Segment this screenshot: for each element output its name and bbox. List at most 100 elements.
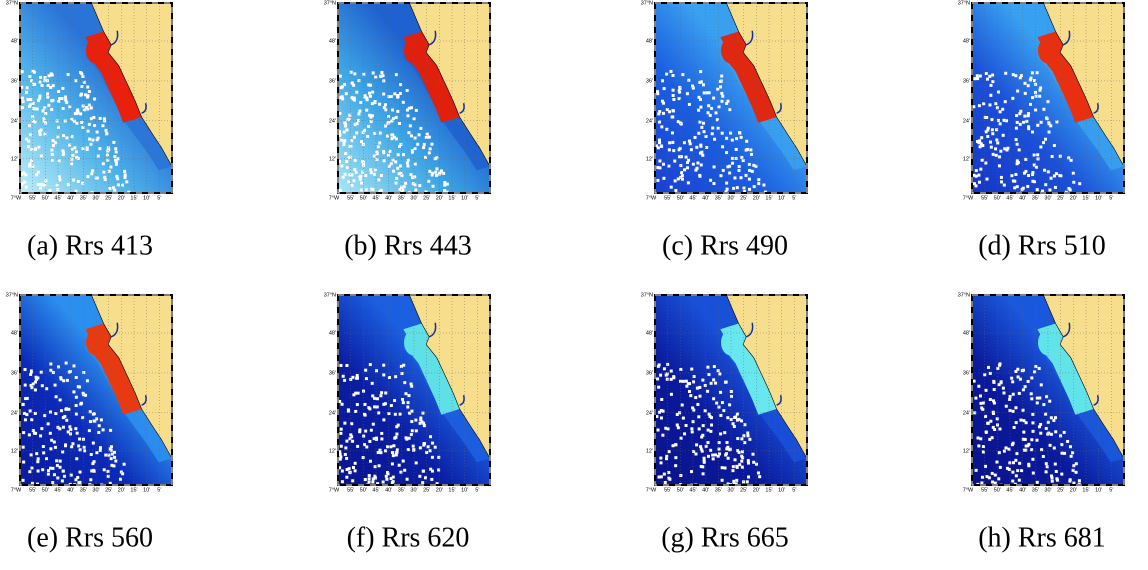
lon-tick-label: 7°W xyxy=(11,195,22,201)
lon-tick-label: 55' xyxy=(29,195,36,201)
lon-tick-label: 7°W xyxy=(963,195,974,201)
lon-tick-label: 25' xyxy=(105,195,112,201)
lon-tick-label: 5' xyxy=(475,195,479,201)
lat-tick-label: 37°N xyxy=(324,0,336,6)
lon-tick-label: 20' xyxy=(118,195,125,201)
lon-tick-label: 10' xyxy=(778,195,785,201)
lat-tick-label: 48' xyxy=(11,38,18,44)
lat-tick-label: 48' xyxy=(646,38,653,44)
map-panel: 37°N 48' 36' 24' 12' 7°W 55' 50' 45' 40' 35' 30' 25'… xyxy=(641,292,808,493)
lon-tick-label: 55' xyxy=(347,195,354,201)
lat-tick-label: 48' xyxy=(329,330,336,336)
lon-tick-label: 55' xyxy=(981,487,988,493)
lat-tick-label: 36' xyxy=(646,370,653,376)
lat-tick-label: 24' xyxy=(646,118,653,124)
lon-tick-label: 20' xyxy=(436,195,443,201)
lon-tick-label: 5' xyxy=(792,487,796,493)
lon-tick-label: 55' xyxy=(29,487,36,493)
river xyxy=(110,30,147,114)
lon-tick-label: 5' xyxy=(157,195,161,201)
map-panel: 37°N 48' 36' 24' 12' 7°W 55' 50' 45' 40' 35' 30' 25'… xyxy=(324,292,491,493)
lon-tick-label: 5' xyxy=(475,487,479,493)
panel-caption: (f) Rrs 620 xyxy=(347,522,470,553)
map-frame-dash xyxy=(337,294,491,486)
panel-caption: (b) Rrs 443 xyxy=(344,230,472,261)
lat-tick-label: 12' xyxy=(11,448,18,454)
lon-tick-label: 50' xyxy=(360,487,367,493)
map-panel: 37°N 48' 36' 24' 12' 7°W 55' 50' 45' 40' 35' 30' 25'… xyxy=(6,292,173,493)
lat-tick-label: 24' xyxy=(329,410,336,416)
estuary-plume xyxy=(404,37,424,64)
estuary-plume xyxy=(1038,37,1058,64)
lon-tick-label: 50' xyxy=(360,195,367,201)
lon-tick-label: 10' xyxy=(143,487,150,493)
lon-tick-label: 40' xyxy=(385,195,392,201)
river xyxy=(745,30,782,114)
lon-tick-label: 15' xyxy=(1082,195,1089,201)
panel-caption: (g) Rrs 665 xyxy=(661,522,789,553)
lon-tick-label: 10' xyxy=(778,487,785,493)
map-frame-dash xyxy=(971,294,1125,486)
map-panel: 37°N 48' 36' 24' 12' 7°W 55' 50' 45' 40' 35' 30' 25'… xyxy=(324,0,491,201)
lat-tick-label: 24' xyxy=(329,118,336,124)
lat-tick-label: 37°N xyxy=(958,0,970,6)
lon-tick-label: 20' xyxy=(1070,487,1077,493)
lon-tick-label: 30' xyxy=(92,487,99,493)
lon-tick-label: 15' xyxy=(1082,487,1089,493)
panel-caption: (e) Rrs 560 xyxy=(27,522,153,553)
lon-tick-label: 25' xyxy=(423,487,430,493)
lat-tick-label: 36' xyxy=(329,78,336,84)
estuary-plume xyxy=(404,329,424,356)
lon-tick-label: 20' xyxy=(118,487,125,493)
lat-tick-label: 48' xyxy=(963,38,970,44)
river xyxy=(110,322,147,406)
lon-tick-label: 15' xyxy=(448,487,455,493)
estuary-plume xyxy=(86,329,106,356)
lon-tick-label: 45' xyxy=(689,487,696,493)
lon-tick-label: 30' xyxy=(1044,195,1051,201)
lon-tick-label: 5' xyxy=(792,195,796,201)
lat-tick-label: 24' xyxy=(11,118,18,124)
lon-tick-label: 35' xyxy=(398,195,405,201)
estuary-plume xyxy=(721,37,741,64)
lon-tick-label: 5' xyxy=(1109,195,1113,201)
map-frame-dash xyxy=(19,2,173,194)
lat-tick-label: 12' xyxy=(646,448,653,454)
lon-tick-label: 7°W xyxy=(963,487,974,493)
lon-tick-label: 10' xyxy=(461,195,468,201)
lon-tick-label: 20' xyxy=(753,487,760,493)
lon-tick-label: 55' xyxy=(664,195,671,201)
lon-tick-label: 35' xyxy=(715,487,722,493)
lon-tick-label: 25' xyxy=(1057,487,1064,493)
lon-tick-label: 40' xyxy=(1019,195,1026,201)
lon-tick-label: 7°W xyxy=(646,487,657,493)
lon-tick-label: 10' xyxy=(1095,487,1102,493)
panel-caption: (h) Rrs 681 xyxy=(978,522,1106,553)
lon-tick-label: 50' xyxy=(42,195,49,201)
lon-tick-label: 50' xyxy=(994,487,1001,493)
lon-tick-label: 45' xyxy=(1006,487,1013,493)
river xyxy=(1062,322,1099,406)
lon-tick-label: 40' xyxy=(67,487,74,493)
lat-tick-label: 12' xyxy=(963,448,970,454)
lon-tick-label: 35' xyxy=(80,195,87,201)
lon-tick-label: 35' xyxy=(715,195,722,201)
lon-tick-label: 5' xyxy=(1109,487,1113,493)
lon-tick-label: 45' xyxy=(1006,195,1013,201)
lon-tick-label: 40' xyxy=(702,487,709,493)
lon-tick-label: 25' xyxy=(423,195,430,201)
lon-tick-label: 55' xyxy=(347,487,354,493)
lon-tick-label: 30' xyxy=(92,195,99,201)
lon-tick-label: 50' xyxy=(677,195,684,201)
lon-tick-label: 45' xyxy=(689,195,696,201)
estuary-plume xyxy=(721,329,741,356)
river xyxy=(428,322,465,406)
lon-tick-label: 15' xyxy=(130,487,137,493)
lon-tick-label: 35' xyxy=(80,487,87,493)
lat-tick-label: 36' xyxy=(329,370,336,376)
lon-tick-label: 40' xyxy=(385,487,392,493)
lon-tick-label: 50' xyxy=(677,487,684,493)
lat-tick-label: 24' xyxy=(11,410,18,416)
lon-tick-label: 50' xyxy=(42,487,49,493)
